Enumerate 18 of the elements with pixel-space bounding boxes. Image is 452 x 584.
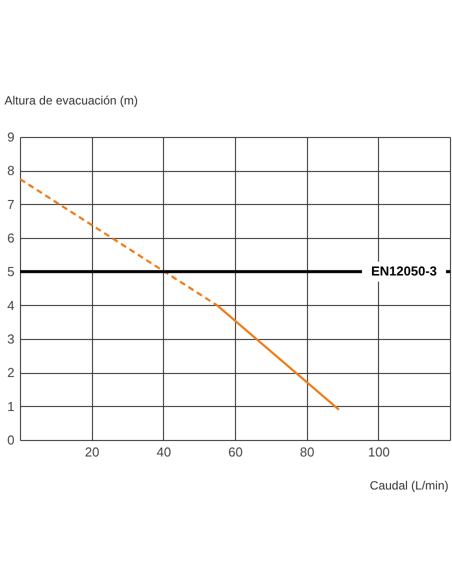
x-tick-label: 80 (300, 444, 314, 460)
y-tick-label: 1 (7, 398, 14, 414)
y-tick-label: 2 (7, 365, 14, 380)
x-tick-label: 20 (84, 444, 100, 460)
y-tick-label: 9 (7, 130, 14, 144)
x-tick-label: 100 (368, 444, 390, 460)
y-tick-label: 3 (7, 332, 14, 346)
y-tick-label: 5 (7, 264, 14, 280)
y-axis-title: Altura de evacuación (m) (4, 94, 138, 108)
ref-line-label: EN12050-3 (371, 264, 437, 279)
x-axis-title: Caudal (L/min) (370, 478, 448, 492)
x-tick-label: 40 (156, 444, 172, 460)
y-tick-label: 7 (7, 196, 14, 212)
y-tick-label: 8 (7, 163, 14, 178)
x-tick-label: 60 (228, 444, 243, 460)
y-tick-label: 4 (7, 298, 14, 313)
y-tick-label: 6 (7, 230, 14, 246)
y-tick-label: 0 (7, 432, 14, 448)
